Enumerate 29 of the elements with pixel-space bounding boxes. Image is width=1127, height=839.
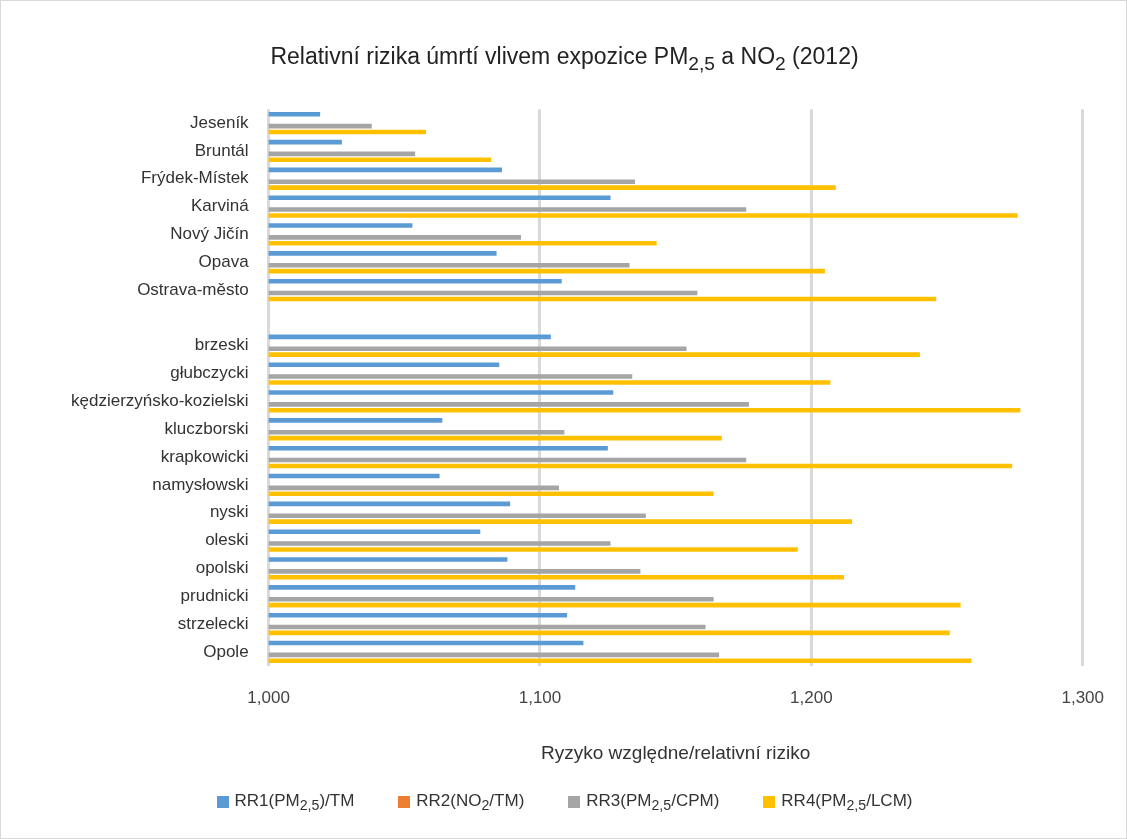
y-tick-label: krapkowicki <box>160 446 249 466</box>
y-tick-label: namysłowski <box>152 474 249 494</box>
y-tick-label: oleski <box>205 530 249 550</box>
x-tick-label: 1,100 <box>518 687 562 707</box>
x-tick-label: 1,200 <box>790 687 833 707</box>
x-tick-label: 1,000 <box>247 687 290 707</box>
y-tick-label: kędzierzyńsko-kozielski <box>70 391 249 411</box>
y-tick-label: głubczycki <box>170 363 249 383</box>
y-tick-label: brzeski <box>194 335 249 355</box>
x-axis-title: Ryzyko względne/relativní riziko <box>541 741 811 763</box>
legend-label: RR3(PM$_{2,5}$/CPM) <box>586 791 720 814</box>
y-tick-label: opolski <box>195 558 249 578</box>
y-tick-label: Opava <box>198 251 250 271</box>
y-tick-label: Karviná <box>190 196 250 216</box>
y-tick-label: Ostrava-město <box>137 279 249 299</box>
y-tick-label: kluczborski <box>164 418 249 438</box>
chart-title: Relativní rizika úmrtí vlivem expozice PM$_{2,5}$ a NO$_{2}$ (2012) <box>269 43 860 75</box>
y-tick-label: Nový Jičín <box>170 224 249 244</box>
y-tick-label: Frýdek-Místek <box>140 168 250 188</box>
y-tick-label: Bruntál <box>194 140 249 160</box>
y-tick-label: strzelecki <box>177 613 249 633</box>
legend-label: RR1(PM$_{2,5}$)/TM <box>234 791 355 814</box>
legend-label: RR4(PM$_{2,5}$/LCM) <box>781 791 913 814</box>
y-tick-label: Opole <box>203 641 249 661</box>
y-tick-label: Jeseník <box>190 112 250 132</box>
y-tick-label: prudnicki <box>180 585 249 605</box>
legend-label: RR2(NO$_{2}$/TM) <box>416 791 525 814</box>
x-tick-label: 1,300 <box>1061 687 1104 707</box>
y-tick-label: nyski <box>209 502 249 522</box>
